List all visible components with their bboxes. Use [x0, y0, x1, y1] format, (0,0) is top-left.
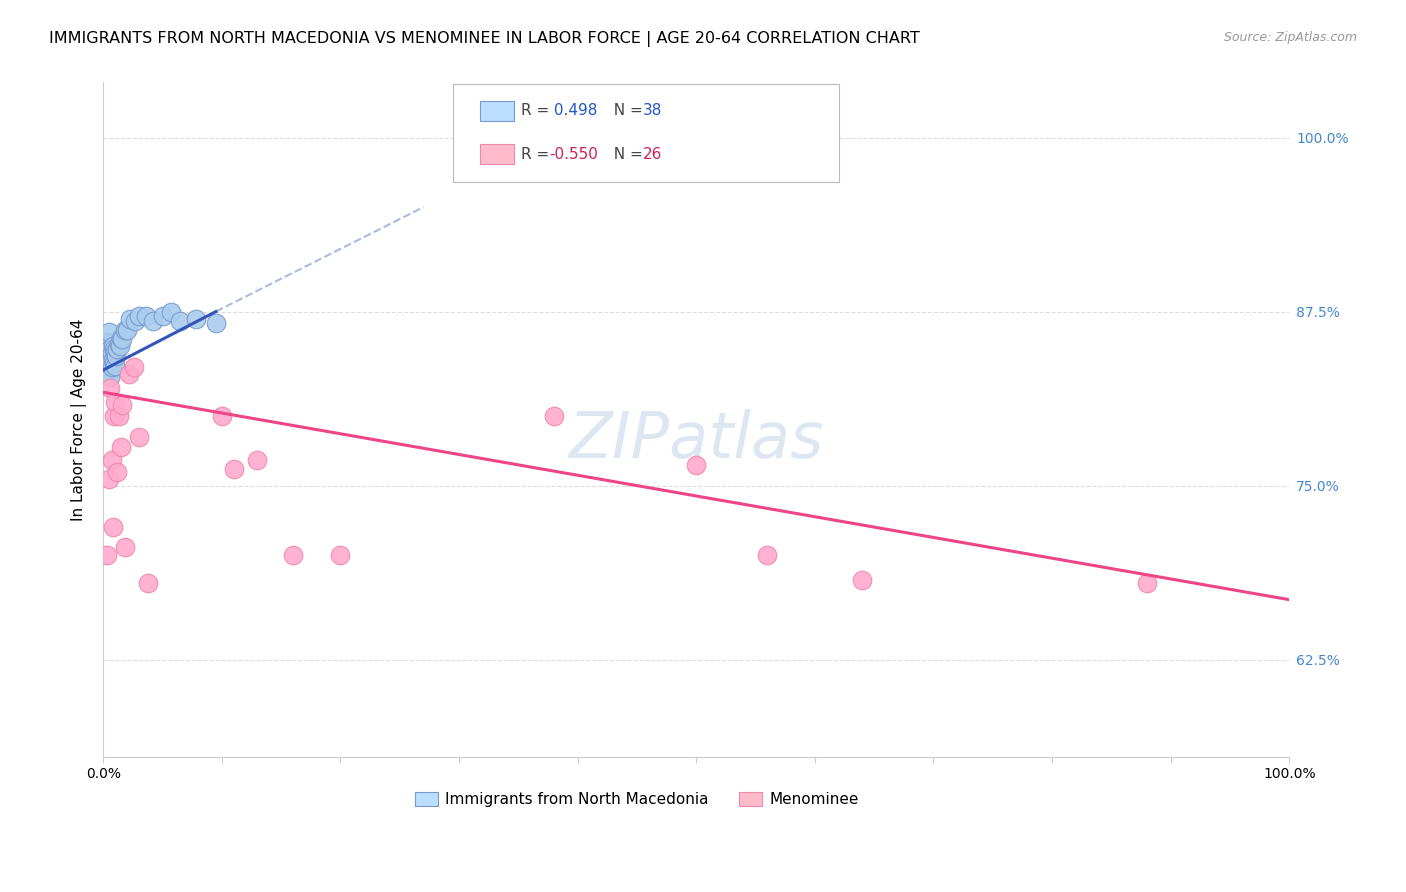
Text: N =: N = — [603, 146, 647, 161]
FancyBboxPatch shape — [453, 84, 838, 182]
Point — [205, 316, 228, 330]
Point — [103, 342, 125, 356]
Point — [98, 381, 121, 395]
Text: 38: 38 — [643, 103, 662, 119]
Point — [98, 326, 121, 340]
Point — [100, 360, 122, 375]
Point — [281, 548, 304, 562]
Text: -0.550: -0.550 — [550, 146, 598, 161]
Point — [543, 409, 565, 423]
Point — [98, 351, 121, 365]
Point — [685, 458, 707, 472]
Legend: Immigrants from North Macedonia, Menominee: Immigrants from North Macedonia, Menomin… — [409, 786, 865, 814]
Point — [105, 349, 128, 363]
Point — [103, 409, 125, 423]
Point — [756, 548, 779, 562]
Point — [111, 332, 134, 346]
Point — [98, 472, 121, 486]
Text: N =: N = — [603, 103, 647, 119]
Point — [135, 309, 157, 323]
Point — [104, 395, 127, 409]
Point — [128, 430, 150, 444]
Text: 26: 26 — [643, 146, 662, 161]
Point — [110, 440, 132, 454]
Text: Source: ZipAtlas.com: Source: ZipAtlas.com — [1223, 31, 1357, 45]
Point — [101, 353, 124, 368]
Point — [111, 398, 134, 412]
Point — [211, 409, 233, 423]
Point — [222, 462, 245, 476]
Point — [184, 311, 207, 326]
Point — [104, 345, 127, 359]
Point — [159, 304, 181, 318]
Point — [1136, 576, 1159, 591]
Point — [169, 314, 191, 328]
Point — [98, 370, 121, 384]
Text: R =: R = — [520, 146, 554, 161]
Point — [124, 314, 146, 328]
Point — [98, 364, 121, 378]
Point — [96, 548, 118, 562]
Point — [107, 409, 129, 423]
Point — [122, 360, 145, 375]
Point — [98, 336, 121, 351]
Point — [114, 323, 136, 337]
Point — [100, 346, 122, 360]
Point — [118, 367, 141, 381]
Point — [851, 573, 873, 587]
Point — [107, 336, 129, 351]
Point — [246, 453, 269, 467]
Point — [96, 335, 118, 350]
Text: ZIPatlas: ZIPatlas — [568, 409, 824, 471]
Point — [97, 356, 120, 370]
Point — [108, 339, 131, 353]
Bar — [481, 144, 513, 164]
Point — [97, 342, 120, 356]
Point — [329, 548, 352, 562]
Y-axis label: In Labor Force | Age 20-64: In Labor Force | Age 20-64 — [72, 318, 87, 521]
Bar — [481, 101, 513, 121]
Point — [96, 346, 118, 360]
Point — [114, 540, 136, 554]
Point — [128, 309, 150, 323]
Point — [120, 311, 142, 326]
Point — [115, 323, 138, 337]
Point — [98, 342, 121, 356]
Point — [104, 359, 127, 373]
Point — [152, 309, 174, 323]
Point — [110, 331, 132, 345]
Point — [98, 356, 121, 370]
Text: R =: R = — [520, 103, 554, 119]
Point — [107, 465, 129, 479]
Point — [100, 453, 122, 467]
Point — [101, 520, 124, 534]
Point — [94, 360, 117, 375]
Point — [136, 576, 159, 591]
Point — [101, 339, 124, 353]
Text: 0.498: 0.498 — [550, 103, 598, 119]
Point — [107, 342, 129, 356]
Point — [142, 314, 165, 328]
Text: IMMIGRANTS FROM NORTH MACEDONIA VS MENOMINEE IN LABOR FORCE | AGE 20-64 CORRELAT: IMMIGRANTS FROM NORTH MACEDONIA VS MENOM… — [49, 31, 920, 47]
Point — [103, 356, 125, 370]
